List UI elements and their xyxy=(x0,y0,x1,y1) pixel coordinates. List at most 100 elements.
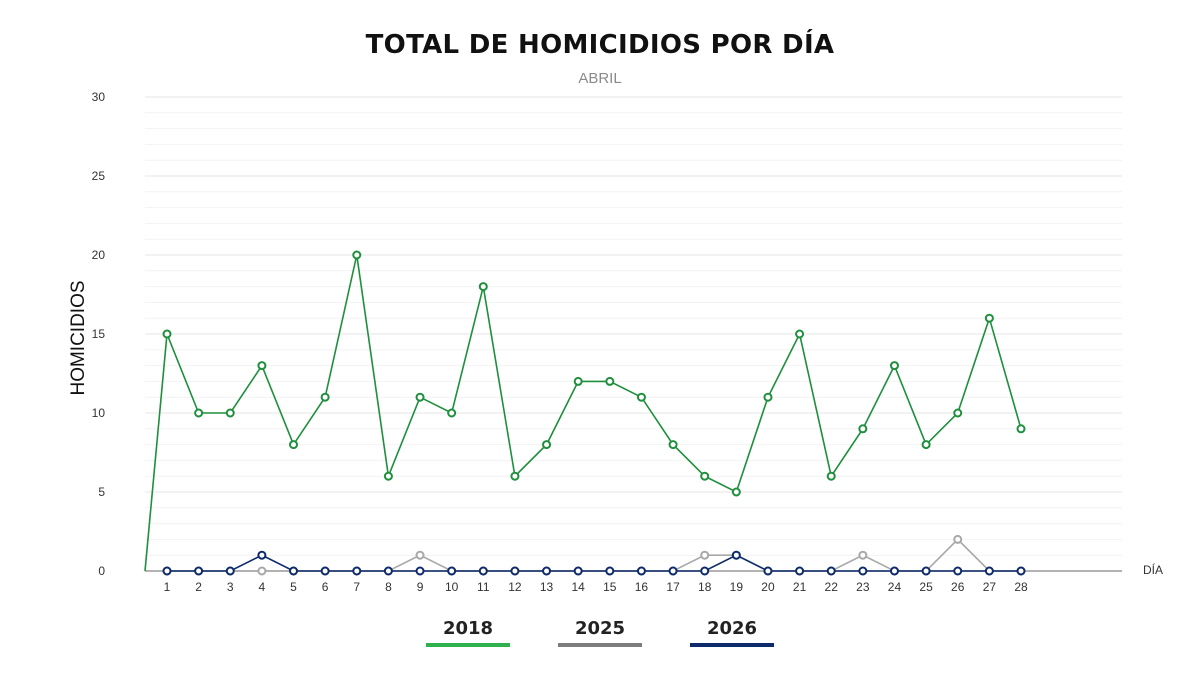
x-tick-label: 10 xyxy=(445,580,459,594)
legend-label-2025: 2025 xyxy=(574,618,626,639)
data-point-2018 xyxy=(289,440,299,450)
series-line-2026 xyxy=(167,554,1021,572)
data-point-2018 xyxy=(1016,424,1026,434)
data-point-2026 xyxy=(984,566,994,576)
data-point-2018 xyxy=(795,329,805,339)
legend-item-2018: 2018 xyxy=(426,618,510,647)
chart-title: TOTAL DE HOMICIDIOS POR DÍA xyxy=(365,30,835,60)
x-tick-label: 25 xyxy=(919,580,933,594)
x-tick-label: 20 xyxy=(761,580,775,594)
data-point-2025 xyxy=(257,566,267,576)
data-point-2018 xyxy=(510,471,520,481)
data-point-2018 xyxy=(415,392,425,402)
data-point-2018 xyxy=(257,361,267,371)
data-point-2018 xyxy=(605,376,615,386)
x-tick-label: 12 xyxy=(508,580,522,594)
y-tick-label: 10 xyxy=(92,406,106,420)
x-tick-label: 7 xyxy=(353,580,360,594)
data-point-2026 xyxy=(510,566,520,576)
y-tick-label: 30 xyxy=(92,90,106,104)
data-point-2026 xyxy=(542,566,552,576)
data-point-2026 xyxy=(573,566,583,576)
x-tick-label: 23 xyxy=(856,580,870,594)
data-point-2026 xyxy=(858,566,868,576)
data-point-2025 xyxy=(953,534,963,544)
data-point-2026 xyxy=(383,566,393,576)
data-point-2025 xyxy=(700,550,710,560)
data-point-2018 xyxy=(731,487,741,497)
data-point-2026 xyxy=(795,566,805,576)
data-point-2026 xyxy=(320,566,330,576)
data-point-2018 xyxy=(858,424,868,434)
series-2026 xyxy=(162,550,1026,576)
x-tick-label: 5 xyxy=(290,580,297,594)
data-point-2018 xyxy=(162,329,172,339)
x-tick-label: 27 xyxy=(983,580,997,594)
data-point-2018 xyxy=(447,408,457,418)
data-point-2026 xyxy=(162,566,172,576)
x-tick-label: 1 xyxy=(164,580,171,594)
data-point-2026 xyxy=(700,566,710,576)
data-point-2026 xyxy=(953,566,963,576)
legend-label-2018: 2018 xyxy=(442,618,494,639)
x-tick-label: 22 xyxy=(825,580,839,594)
x-tick-label: 21 xyxy=(793,580,807,594)
y-tick-label: 25 xyxy=(92,169,106,183)
data-point-2026 xyxy=(605,566,615,576)
y-axis-label: HOMICIDIOS xyxy=(68,280,89,395)
x-axis-label: DÍA xyxy=(1143,562,1163,577)
data-point-2018 xyxy=(352,250,362,260)
data-point-2025 xyxy=(415,550,425,560)
data-point-2018 xyxy=(700,471,710,481)
gridlines xyxy=(145,96,1122,556)
data-point-2018 xyxy=(383,471,393,481)
x-tick-label: 2 xyxy=(195,580,202,594)
data-point-2026 xyxy=(194,566,204,576)
data-point-2026 xyxy=(889,566,899,576)
data-point-2026 xyxy=(921,566,931,576)
y-tick-label: 5 xyxy=(98,485,105,499)
data-point-2026 xyxy=(826,566,836,576)
data-point-2018 xyxy=(194,408,204,418)
x-tick-label: 15 xyxy=(603,580,617,594)
data-point-2018 xyxy=(478,282,488,292)
data-point-2026 xyxy=(352,566,362,576)
legend-swatch-2026 xyxy=(690,643,774,647)
data-point-2026 xyxy=(763,566,773,576)
data-point-2018 xyxy=(953,408,963,418)
series-layer xyxy=(144,250,1026,576)
x-tick-label: 6 xyxy=(322,580,329,594)
x-tick-label: 28 xyxy=(1014,580,1028,594)
y-tick-label: 15 xyxy=(92,327,106,341)
data-point-2026 xyxy=(478,566,488,576)
data-point-2026 xyxy=(668,566,678,576)
x-tick-label: 4 xyxy=(259,580,266,594)
series-2018 xyxy=(144,250,1026,572)
legend-swatch-2025 xyxy=(558,643,642,647)
data-point-2018 xyxy=(320,392,330,402)
data-point-2018 xyxy=(889,361,899,371)
x-tick-label: 19 xyxy=(730,580,744,594)
x-tick-label: 24 xyxy=(888,580,902,594)
legend-label-2026: 2026 xyxy=(706,618,758,639)
data-point-2026 xyxy=(636,566,646,576)
data-point-2026 xyxy=(1016,566,1026,576)
data-point-2026 xyxy=(289,566,299,576)
chart-subtitle: ABRIL xyxy=(578,70,622,87)
x-tick-label: 16 xyxy=(635,580,649,594)
legend-swatch-2018 xyxy=(426,643,510,647)
y-axis-ticks: 0 5 10 15 20 25 30 xyxy=(92,90,106,578)
data-point-2018 xyxy=(225,408,235,418)
data-point-2026 xyxy=(415,566,425,576)
y-tick-label: 20 xyxy=(92,248,106,262)
x-tick-label: 11 xyxy=(477,580,490,594)
data-point-2018 xyxy=(763,392,773,402)
x-tick-label: 13 xyxy=(540,580,554,594)
data-point-2018 xyxy=(984,313,994,323)
data-point-2018 xyxy=(573,376,583,386)
x-axis-ticks: 1 2 3 4 5 6 7 8 9 10 11 12 13 14 15 16 17 18 19 20 21 22 23 24 2… xyxy=(164,580,1028,594)
data-point-2018 xyxy=(636,392,646,402)
data-point-2026 xyxy=(257,550,267,560)
data-point-2018 xyxy=(826,471,836,481)
